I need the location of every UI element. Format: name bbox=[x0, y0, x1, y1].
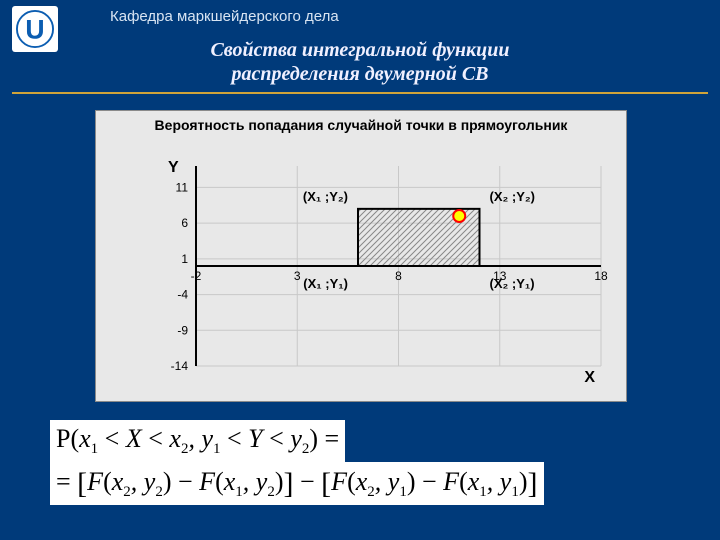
svg-text:8: 8 bbox=[395, 269, 402, 283]
svg-text:3: 3 bbox=[294, 269, 301, 283]
svg-text:6: 6 bbox=[181, 216, 188, 230]
department-label: Кафедра маркшейдерского дела bbox=[110, 8, 339, 25]
chart-plot: -2381318-14-9-41611XY(X₁ ;Y₂)(X₂ ;Y₂)(X₁… bbox=[156, 156, 611, 386]
svg-text:(X₂ ;Y₁): (X₂ ;Y₁) bbox=[490, 276, 535, 291]
svg-text:(X₁ ;Y₂): (X₁ ;Y₂) bbox=[303, 189, 348, 204]
gold-divider bbox=[12, 92, 708, 94]
formula-line1: P(x1 < X < x2, y1 < Y < y2) = bbox=[50, 420, 345, 462]
formula-line2: = [F(x2, y2) − F(x1, y2)] − [F(x2, y1) −… bbox=[50, 462, 544, 505]
title-line2: распределения двумерной СВ bbox=[231, 63, 488, 85]
svg-text:-4: -4 bbox=[177, 288, 188, 302]
svg-text:-9: -9 bbox=[177, 323, 188, 337]
svg-text:1: 1 bbox=[181, 252, 188, 266]
chart-title: Вероятность попадания случайной точки в … bbox=[96, 117, 626, 134]
svg-text:(X₁ ;Y₁): (X₁ ;Y₁) bbox=[303, 276, 348, 291]
svg-text:Y: Y bbox=[168, 159, 179, 176]
svg-text:(X₂ ;Y₂): (X₂ ;Y₂) bbox=[490, 189, 536, 204]
svg-text:18: 18 bbox=[594, 269, 608, 283]
slide-title: Свойства интегральной функции распределе… bbox=[0, 38, 720, 86]
formula-block: P(x1 < X < x2, y1 < Y < y2) = = [F(x2, y… bbox=[50, 420, 680, 505]
svg-text:X: X bbox=[584, 369, 595, 386]
chart-container: Вероятность попадания случайной точки в … bbox=[95, 110, 627, 402]
svg-text:-2: -2 bbox=[191, 269, 202, 283]
svg-text:11: 11 bbox=[176, 180, 189, 194]
svg-text:-14: -14 bbox=[171, 359, 189, 373]
title-line1: Свойства интегральной функции bbox=[210, 39, 509, 61]
